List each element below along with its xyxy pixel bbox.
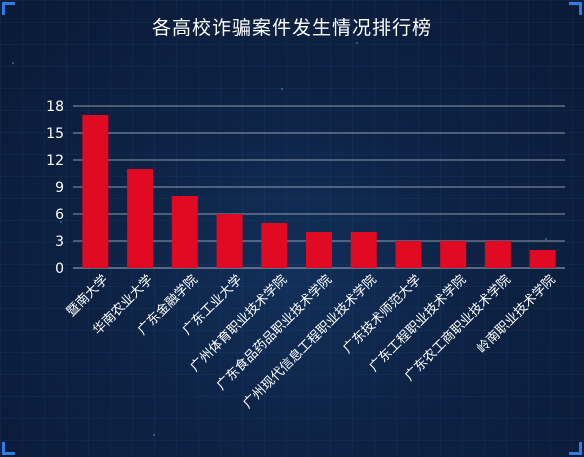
bar <box>350 232 377 268</box>
background-star <box>356 42 358 44</box>
x-tick-label: 岭南职业技术学院 <box>474 272 559 357</box>
x-tick-label: 广东技术师范大学 <box>340 272 425 357</box>
y-tick-label: 15 <box>46 126 64 142</box>
frame-corner-bottom-right <box>569 442 582 455</box>
bar <box>171 196 198 268</box>
bar <box>82 115 109 268</box>
frame-corner-bottom-left <box>2 442 15 455</box>
y-tick-label: 9 <box>55 180 64 196</box>
frame-corner-top-left <box>2 2 15 15</box>
bar <box>395 241 422 268</box>
chart-title: 各高校诈骗案件发生情况排行榜 <box>151 17 432 39</box>
bar <box>261 223 288 268</box>
bar <box>529 250 556 268</box>
bar <box>127 169 154 268</box>
bar <box>484 241 511 268</box>
bar <box>440 241 467 268</box>
y-tick-label: 0 <box>55 261 64 277</box>
background-star <box>545 238 547 240</box>
background-star <box>60 221 62 223</box>
y-tick-label: 18 <box>46 99 64 115</box>
y-tick-label: 3 <box>55 234 64 250</box>
background-star <box>153 434 155 436</box>
background-star <box>12 62 14 64</box>
bar <box>216 214 243 268</box>
y-tick-label: 12 <box>46 153 64 169</box>
bar <box>306 232 332 268</box>
y-tick-label: 6 <box>55 207 64 223</box>
background-star <box>281 88 283 90</box>
frame-corner-top-right <box>569 2 582 15</box>
